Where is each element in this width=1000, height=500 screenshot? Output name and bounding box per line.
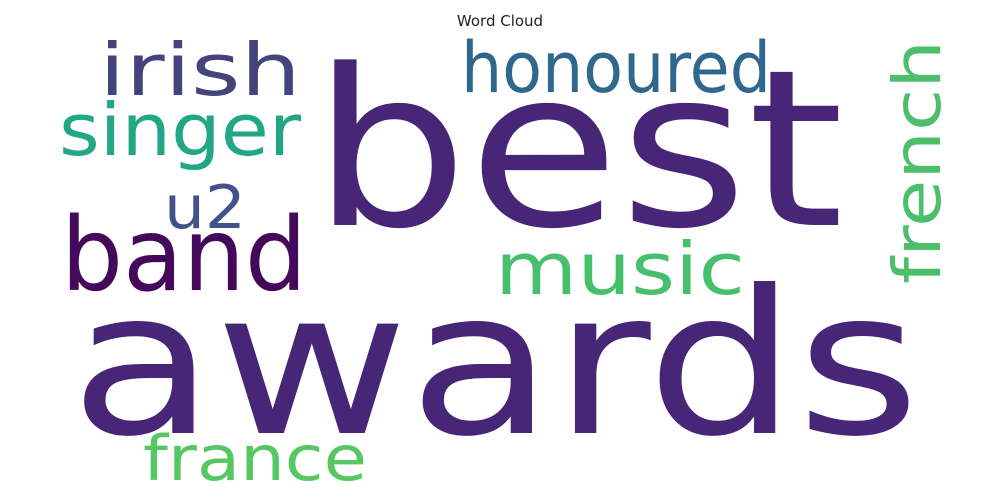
word-awards: awards bbox=[70, 248, 920, 481]
word-honoured: honoured bbox=[461, 27, 771, 109]
word-france: france bbox=[143, 422, 367, 495]
word-best: best bbox=[312, 24, 844, 277]
word-french: french bbox=[879, 40, 956, 284]
word-u2: u2 bbox=[164, 173, 246, 243]
word-band: band bbox=[61, 196, 307, 315]
chart-title: Word Cloud bbox=[456, 12, 544, 30]
word-music: music bbox=[495, 227, 745, 311]
word-irish: irish bbox=[99, 28, 301, 112]
word-singer: singer bbox=[59, 88, 301, 172]
